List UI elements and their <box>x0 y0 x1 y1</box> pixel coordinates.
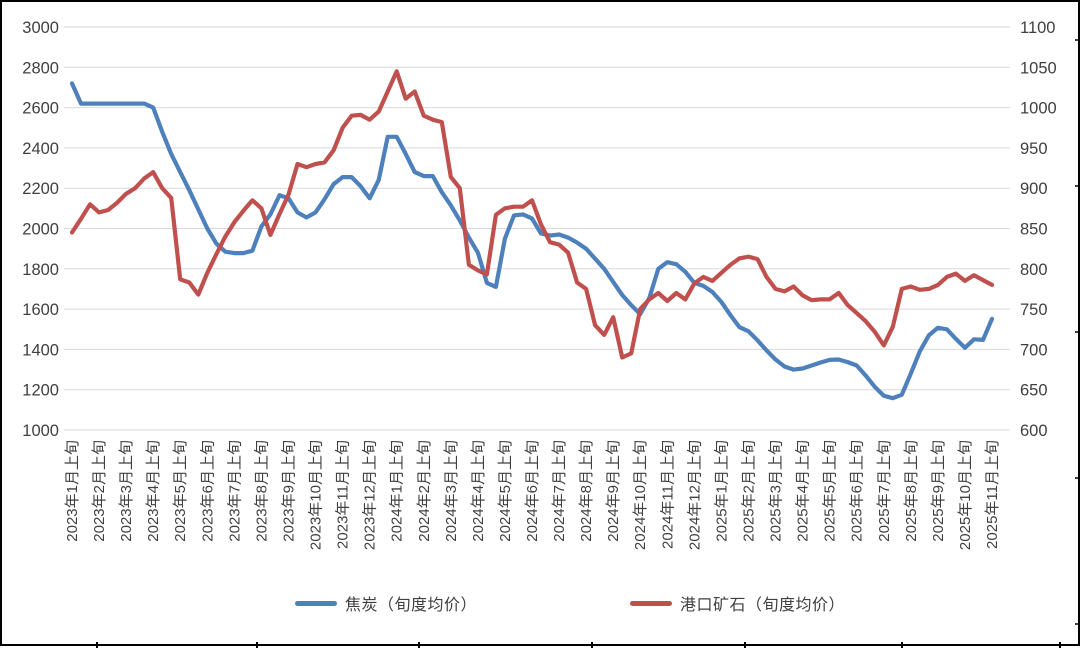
y-axis-right-tick-label: 1100 <box>1020 19 1055 37</box>
x-axis-tick-label: 2024年12月上旬 <box>686 440 703 550</box>
coke-series-line <box>69 81 995 401</box>
legend-label-ore: 港口矿石（旬度均价） <box>680 597 846 614</box>
y-axis-right-tick-label: 950 <box>1020 140 1048 158</box>
x-axis-tick-label: 2024年8月上旬 <box>578 440 595 542</box>
y-axis-left-tick-label: 1600 <box>22 301 59 319</box>
x-axis-tick-label: 2023年3月上旬 <box>118 440 135 542</box>
y-axis-right-tick-label: 700 <box>1020 341 1048 359</box>
x-axis-tick-label: 2023年11月上旬 <box>335 440 352 549</box>
x-axis-tick-label: 2023年10月上旬 <box>308 440 325 550</box>
y-axis-left-tick-label: 2000 <box>22 221 59 239</box>
y-axis-right-tick-label: 1050 <box>1020 59 1057 77</box>
y-axis-left-tick-label: 2600 <box>22 100 59 118</box>
x-axis-tick-label: 2025年10月上旬 <box>957 440 974 550</box>
legend-item-coke: 焦炭（旬度均价） <box>295 593 478 614</box>
x-axis-tick-label: 2025年5月上旬 <box>822 440 839 542</box>
x-axis-tick-label: 2024年4月上旬 <box>470 440 487 542</box>
x-axis-tick-label: 2024年7月上旬 <box>551 440 568 542</box>
y-axis-right-tick-label: 1000 <box>1020 100 1057 118</box>
y-axis-left-tick-label: 3000 <box>22 19 59 37</box>
legend-item-ore: 港口矿石（旬度均价） <box>630 593 846 614</box>
y-axis-left-tick-label: 1400 <box>22 341 59 359</box>
ore-line-swatch <box>630 600 672 606</box>
x-axis-tick-label: 2025年3月上旬 <box>768 440 785 542</box>
x-axis-tick-label: 2024年11月上旬 <box>659 440 676 549</box>
x-axis-tick-label: 2025年6月上旬 <box>849 440 866 542</box>
y-axis-left-tick-label: 2200 <box>22 180 59 198</box>
ore-series-line <box>69 69 995 360</box>
y-axis-left-tick-label: 1000 <box>22 422 59 440</box>
x-axis-tick-label: 2024年6月上旬 <box>524 440 541 542</box>
x-axis-tick-label: 2023年4月上旬 <box>145 440 162 542</box>
x-axis-tick-label: 2023年5月上旬 <box>172 440 189 542</box>
y-axis-left-tick-label: 2800 <box>22 59 59 77</box>
coke-line-swatch <box>295 600 337 606</box>
x-axis-tick-label: 2024年10月上旬 <box>632 440 649 550</box>
x-axis-tick-label: 2023年2月上旬 <box>91 440 108 542</box>
y-axis-right-tick-label: 900 <box>1020 180 1048 198</box>
x-axis-tick-label: 2024年5月上旬 <box>497 440 514 542</box>
y-axis-right-tick-label: 600 <box>1020 422 1048 440</box>
x-axis-tick-label: 2023年9月上旬 <box>280 440 297 542</box>
x-axis-tick-label: 2023年8月上旬 <box>253 440 270 542</box>
x-axis-tick-label: 2024年2月上旬 <box>416 440 433 542</box>
y-axis-left-tick-label: 2400 <box>22 140 59 158</box>
y-axis-left-tick-label: 1200 <box>22 382 59 400</box>
x-axis-tick-label: 2024年1月上旬 <box>389 440 406 542</box>
x-axis-tick-label: 2025年2月上旬 <box>740 440 757 542</box>
x-axis-tick-label: 2025年1月上旬 <box>713 440 730 542</box>
y-axis-left-tick-label: 1800 <box>22 261 59 279</box>
x-axis-tick-label: 2025年11月上旬 <box>984 440 1001 549</box>
x-axis-tick-label: 2024年3月上旬 <box>443 440 460 542</box>
x-axis-tick-label: 2025年9月上旬 <box>930 440 947 542</box>
y-axis-right-tick-label: 850 <box>1020 221 1048 239</box>
x-axis-tick-label: 2025年8月上旬 <box>903 440 920 542</box>
x-axis-tick-label: 2025年7月上旬 <box>876 440 893 542</box>
legend-label-coke: 焦炭（旬度均价） <box>345 597 478 614</box>
x-axis-tick-label: 2023年6月上旬 <box>199 440 216 542</box>
x-axis-tick-label: 2025年4月上旬 <box>795 440 812 542</box>
x-axis-tick-label: 2023年7月上旬 <box>226 440 243 542</box>
x-axis-tick-label: 2023年1月上旬 <box>64 440 81 542</box>
y-axis-right-tick-label: 650 <box>1020 382 1048 400</box>
y-axis-right-tick-label: 800 <box>1020 261 1048 279</box>
y-axis-right-tick-label: 750 <box>1020 301 1048 319</box>
x-axis-tick-label: 2024年9月上旬 <box>605 440 622 542</box>
x-axis-tick-label: 2023年12月上旬 <box>362 440 379 550</box>
